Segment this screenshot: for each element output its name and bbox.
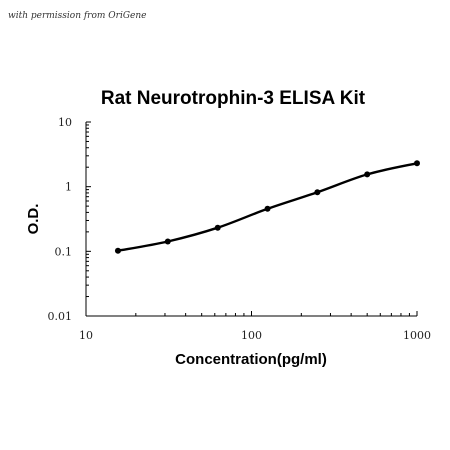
y-tick-label: 0.01 — [48, 310, 73, 323]
axis-ticks — [85, 121, 418, 317]
x-tick-label: 10 — [79, 329, 93, 342]
data-point — [264, 205, 271, 212]
x-tick-label: 100 — [241, 329, 262, 342]
x-axis-label: Concentration(pg/ml) — [175, 351, 327, 368]
data-point — [164, 238, 171, 245]
data-point — [414, 160, 420, 167]
y-tick-label: 10 — [58, 116, 72, 129]
data-point — [214, 224, 221, 231]
data-points — [114, 160, 420, 254]
data-point — [114, 247, 121, 254]
data-point — [364, 171, 371, 178]
y-axis-label: O.D. — [25, 204, 42, 235]
y-tick-label: 0.1 — [55, 245, 73, 258]
watermark-text: with permission from OriGene — [8, 11, 147, 21]
data-point — [314, 189, 321, 196]
chart-title: Rat Neurotrophin-3 ELISA Kit — [101, 88, 366, 109]
y-tick-label: 1 — [65, 181, 72, 194]
x-tick-label: 1000 — [403, 329, 431, 342]
tick-labels: 0.01 0.1 1 10 10 100 1000 — [48, 116, 432, 342]
